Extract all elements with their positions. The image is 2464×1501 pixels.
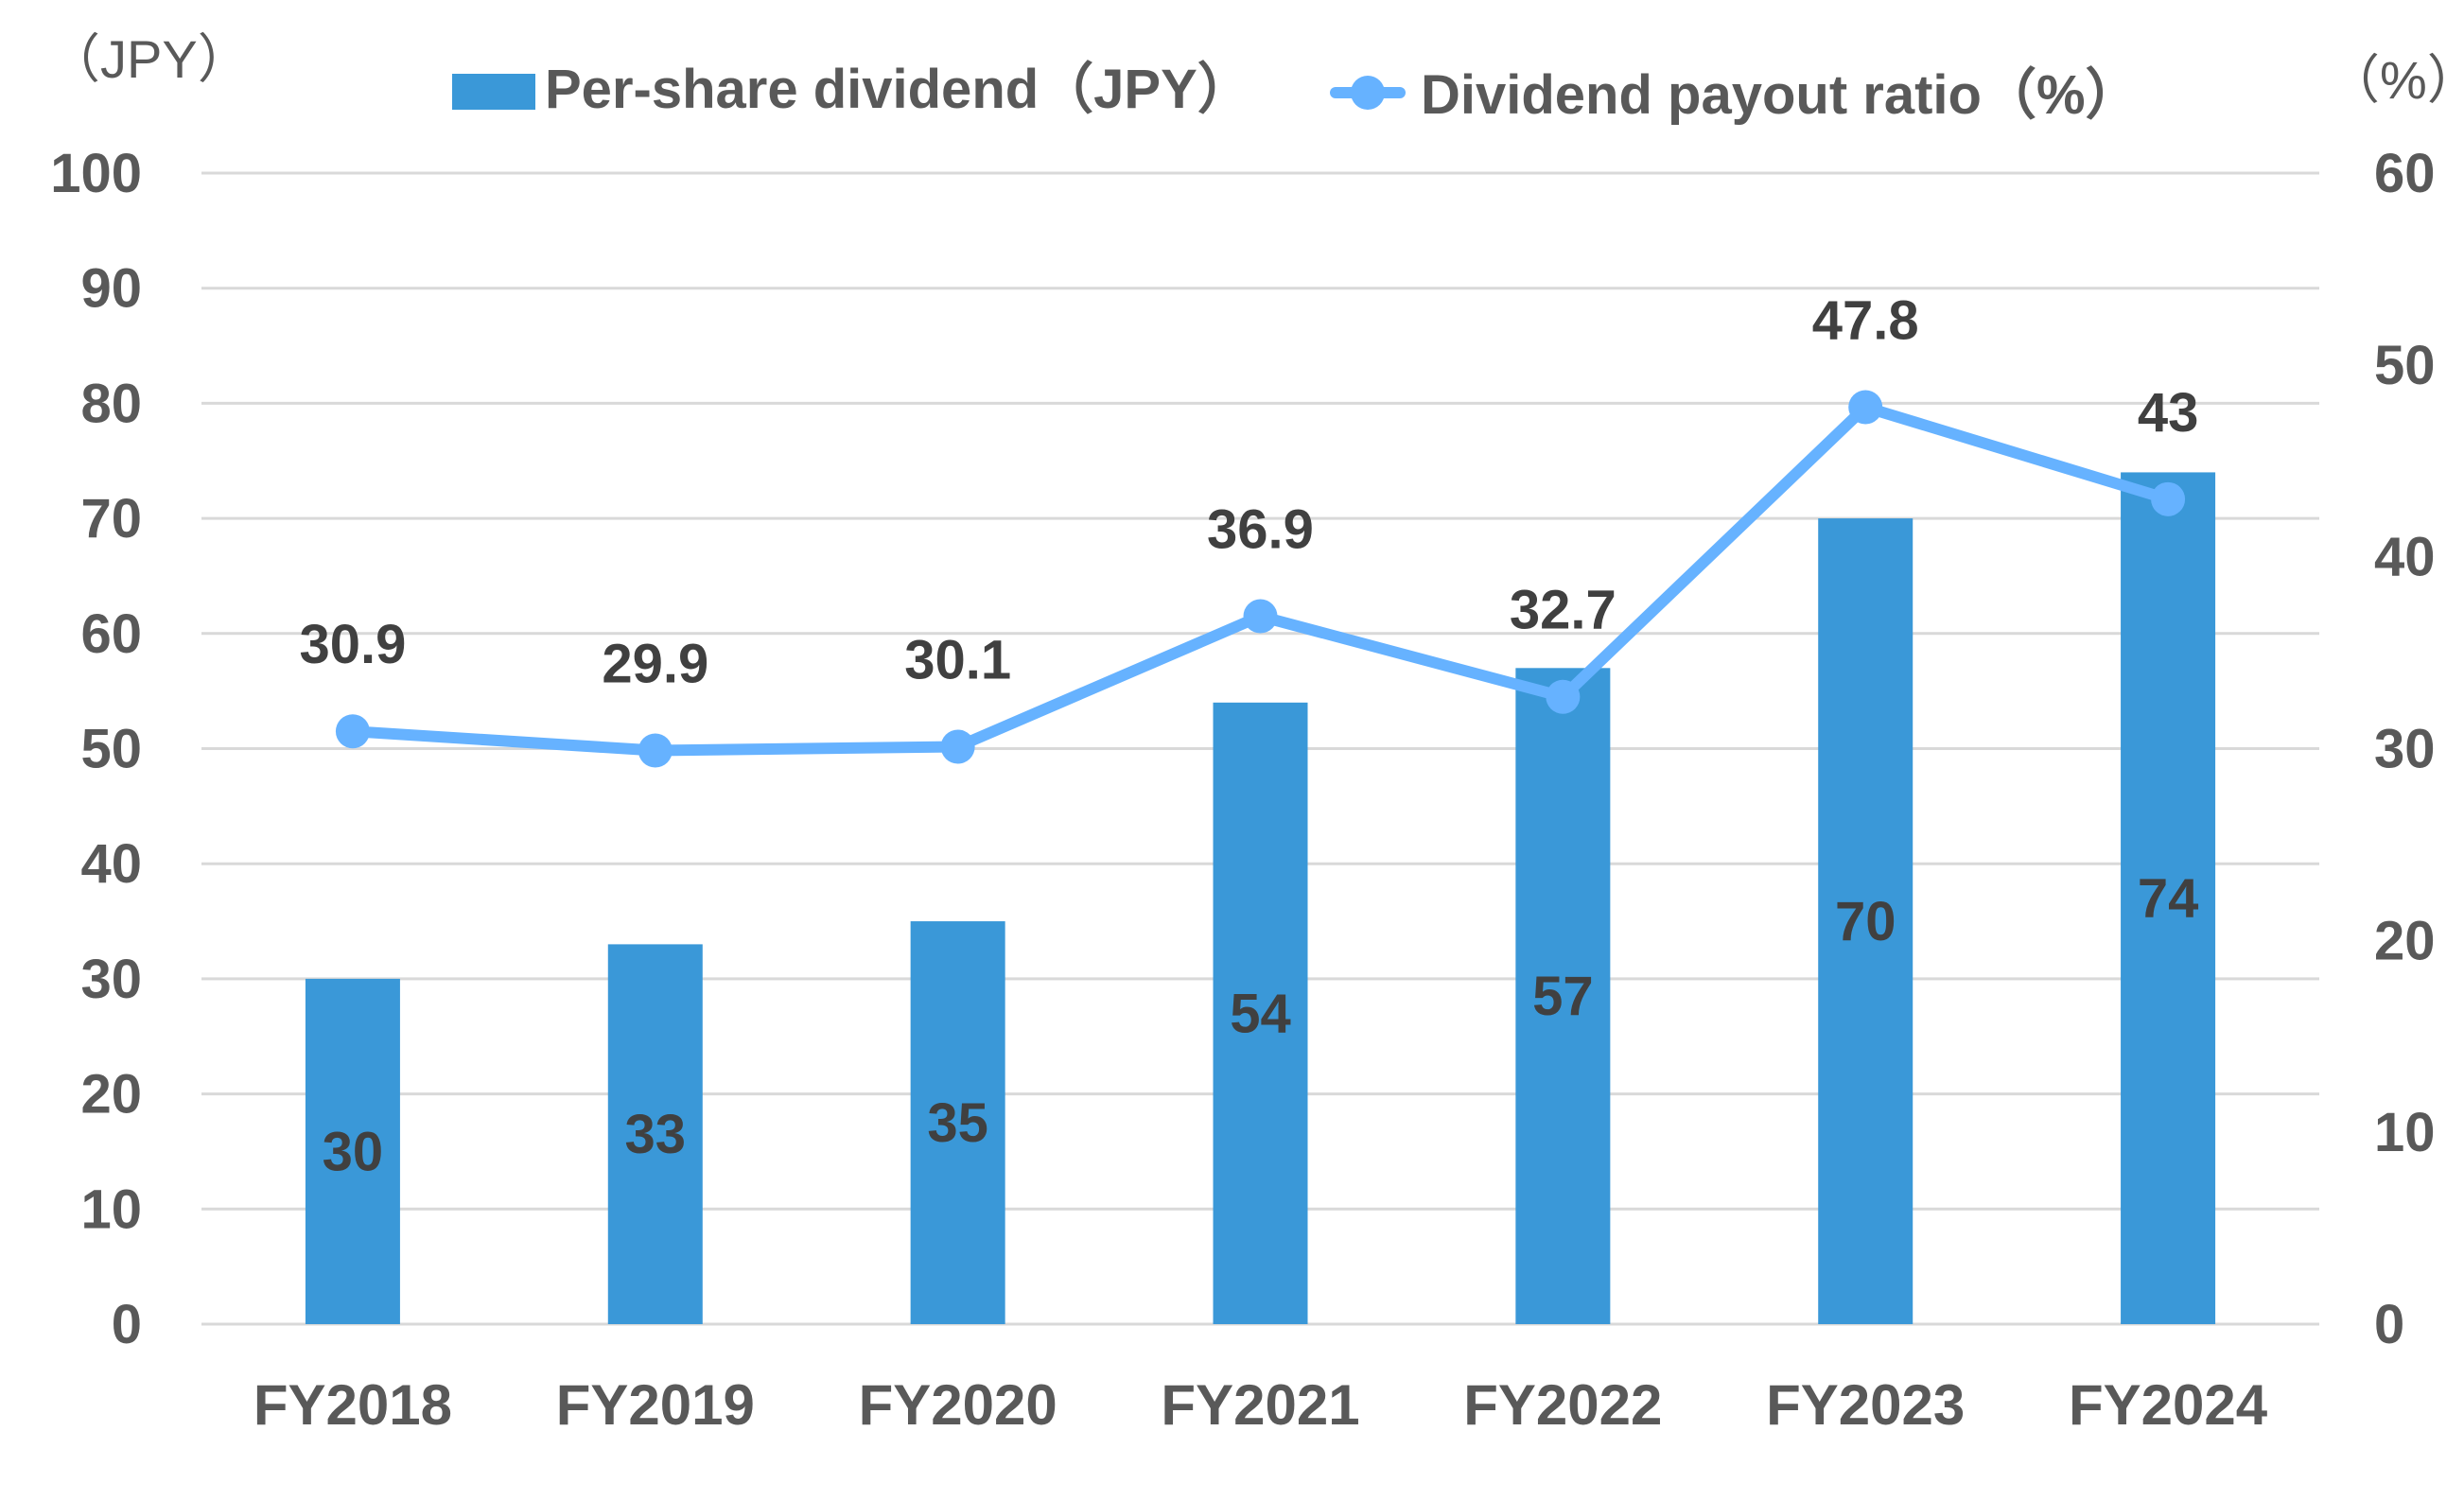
bar-value-label: 57 [1532,966,1594,1027]
line-value-label: 30.1 [904,629,1011,690]
legend-bar-label: Per-share dividend（JPY） [545,59,1252,120]
bar-value-label: 54 [1230,983,1291,1044]
line-marker [335,714,370,749]
line-value-label: 29.9 [602,634,708,695]
bar-value-label: 33 [625,1104,687,1165]
legend-bar-swatch-icon [452,74,535,110]
line-value-label: 43 [2138,382,2199,444]
line-data-labels: 30.9 29.9 30.1 36.9 32.7 47.8 43 [299,289,2198,694]
category-label: FY2024 [2069,1373,2268,1437]
legend: Per-share dividend（JPY） Dividend payout … [452,59,2141,126]
bar [910,921,1005,1324]
right-axis-unit-label: （%） [2327,50,2464,110]
left-axis-tick-label: 70 [80,488,142,550]
line-marker [1546,679,1581,714]
category-axis-labels: FY2018 FY2019 FY2020 FY2021 FY2022 FY2023 FY20… [253,1373,2268,1437]
left-axis-tick-label: 0 [112,1294,142,1355]
legend-line-marker-icon [1330,76,1406,110]
left-axis-tick-label: 90 [80,258,142,320]
line-value-label: 36.9 [1207,499,1314,561]
bar [1213,702,1308,1324]
left-axis-tick-label: 30 [80,949,142,1010]
bar-value-label: 30 [323,1121,384,1182]
line-value-label: 32.7 [1510,580,1616,641]
line-marker [638,733,673,768]
category-label: FY2019 [556,1373,755,1437]
category-label: FY2020 [859,1373,1057,1437]
right-axis-tick-label: 20 [2374,910,2436,971]
left-axis-tick-label: 80 [80,373,142,434]
category-label: FY2018 [253,1373,452,1437]
right-axis-tick-label: 30 [2374,719,2436,780]
line-marker [2151,481,2186,516]
left-axis-tick-label: 40 [80,833,142,895]
line-value-label: 47.8 [1812,289,1919,351]
left-axis-tick-label: 100 [50,143,142,204]
left-axis-tick-label: 10 [80,1178,142,1240]
bar-value-label: 70 [1835,891,1896,952]
right-axis-tick-label: 10 [2374,1102,2436,1163]
left-axis-tick-label: 60 [80,603,142,665]
bar [1818,518,1914,1324]
line-marker [940,729,975,764]
line-series [335,390,2186,768]
right-axis-ticks: 0 10 20 30 40 50 60 [2374,143,2436,1355]
bar-value-label: 74 [2138,868,2199,930]
right-axis-tick-label: 60 [2374,143,2436,204]
left-axis-ticks: 0 10 20 30 40 50 60 70 80 90 100 [50,143,142,1355]
left-axis-unit-label: （JPY） [47,29,251,89]
bar-series [305,472,2216,1324]
bar [2121,472,2216,1324]
line-value-label: 30.9 [299,614,406,675]
bar [1515,668,1611,1324]
legend-line-label: Dividend payout ratio（%） [1421,64,2141,126]
category-label: FY2022 [1463,1373,1662,1437]
left-axis-tick-label: 20 [80,1064,142,1126]
right-axis-tick-label: 40 [2374,527,2436,588]
line-marker [1243,599,1278,634]
bar [607,944,703,1324]
bar-value-label: 35 [927,1092,988,1154]
bar-data-labels: 30 33 35 54 57 70 74 [323,868,2199,1183]
bar [305,978,400,1324]
right-axis-tick-label: 50 [2374,335,2436,396]
category-label: FY2021 [1161,1373,1359,1437]
left-axis-tick-label: 50 [80,719,142,780]
right-axis-tick-label: 0 [2374,1294,2404,1355]
line-marker [1848,390,1883,425]
category-label: FY2023 [1766,1373,1965,1437]
